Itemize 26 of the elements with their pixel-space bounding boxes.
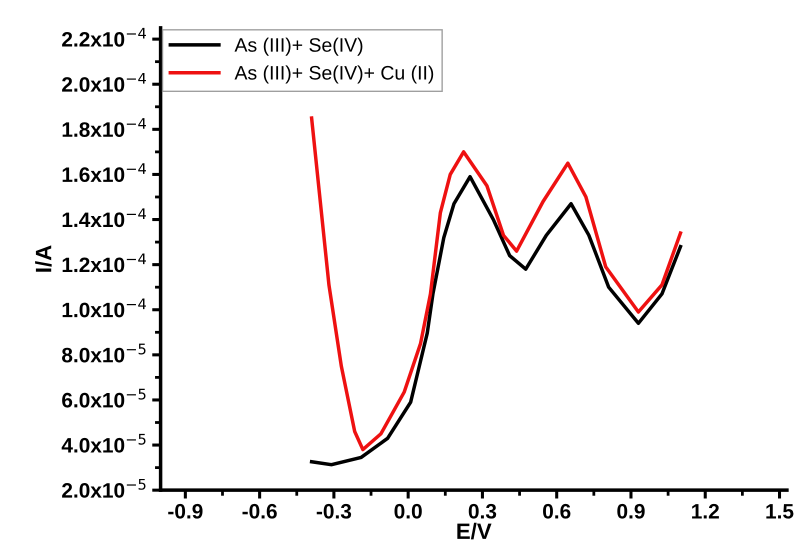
y-tick-label: 1.6x10$^{−4}$ (62, 163, 146, 182)
y-axis-title: I/A (35, 245, 52, 272)
y-tick-label: 1.2x10$^{−4}$ (62, 253, 146, 272)
x-tick-label: 1.5 (766, 504, 794, 519)
x-tick-label: 0.9 (617, 504, 645, 519)
x-tick-label: -0.3 (316, 504, 352, 519)
y-tick-label: 6.0x10$^{−5}$ (62, 388, 146, 408)
legend-label: As (III)+ Se(IV)+ Cu (II) (234, 65, 434, 84)
x-tick-label: -0.9 (168, 504, 203, 519)
legend-label: As (III)+ Se(IV) (234, 38, 362, 56)
x-tick-label: 1.2 (692, 504, 719, 518)
y-tick-label: 8.0x10$^{−5}$ (62, 344, 146, 362)
x-tick-label: -0.6 (242, 504, 277, 519)
y-tick-label: 2.0x10$^{−4}$ (62, 73, 146, 92)
y-tick-label: 1.0x10$^{−4}$ (62, 298, 146, 318)
x-tick-label: 0.0 (394, 504, 422, 519)
y-tick-label: 1.4x10$^{−4}$ (62, 208, 146, 228)
y-tick-label: 4.0x10$^{−5}$ (62, 434, 146, 453)
x-axis-title: E/V (457, 522, 492, 540)
y-tick-label: 2.2x10$^{−4}$ (62, 28, 146, 47)
y-tick-label: 1.8x10$^{−4}$ (62, 118, 146, 137)
line-series (310, 116, 682, 452)
line-series (310, 174, 682, 466)
y-tick-label: 2.0x10$^{−5}$ (62, 478, 146, 498)
x-tick-label: 0.3 (468, 504, 496, 519)
x-tick-label: 0.6 (543, 504, 570, 519)
